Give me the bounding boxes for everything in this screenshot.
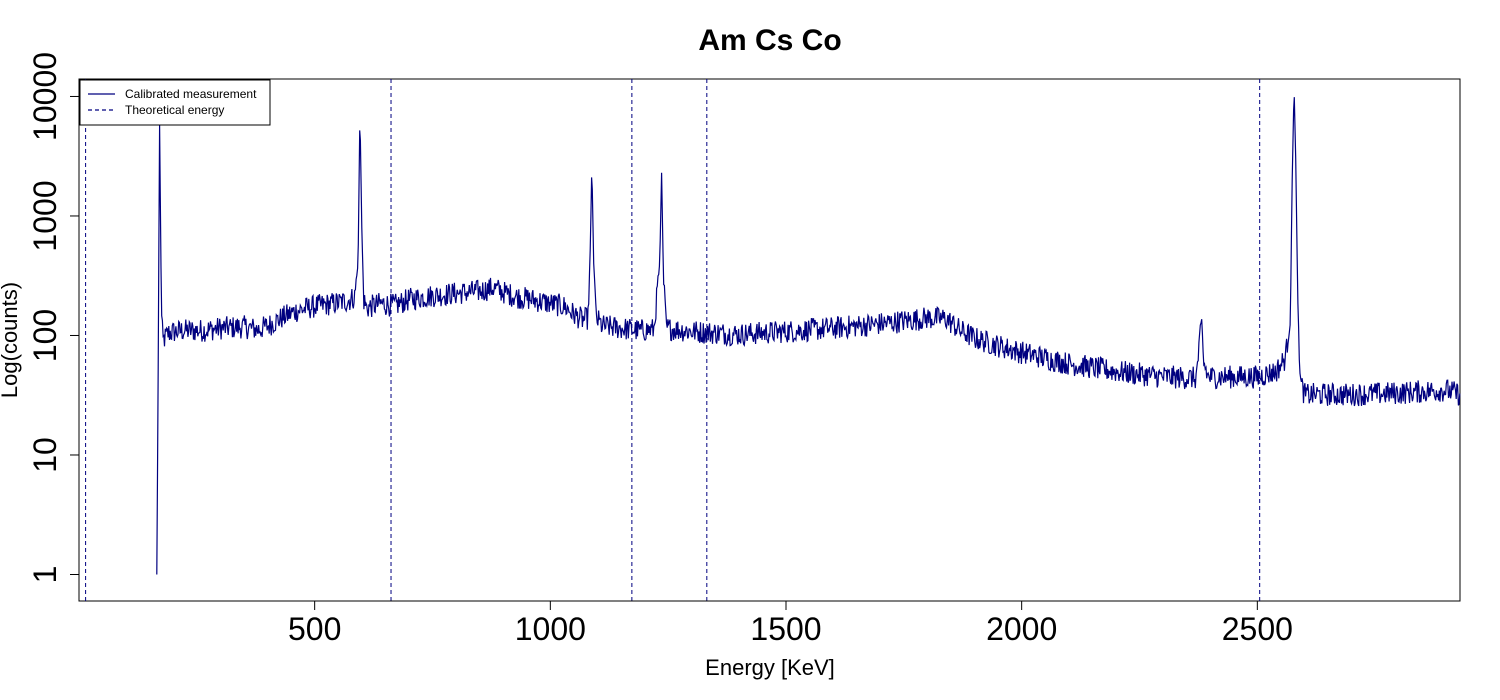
x-tick-label: 1000 [515,611,586,647]
y-tick-label: 10 [27,437,63,473]
y-tick-label: 1 [27,566,63,584]
legend-label-theoretical: Theoretical energy [125,103,224,117]
x-tick-label: 2500 [1222,611,1293,647]
theoretical-energy-lines [85,79,1261,601]
chart-title: Am Cs Co [698,24,841,57]
legend-box [79,79,271,126]
y-tick-label: 100 [27,309,63,362]
x-tick-label: 2000 [986,611,1057,647]
y-tick-label: 1000 [27,180,63,251]
calibrated-measurement-line [156,97,1461,575]
legend: Calibrated measurement Theoretical energ… [79,79,271,126]
x-axis: 500 1000 1500 2000 2500 [288,600,1293,647]
legend-label-measurement: Calibrated measurement [125,87,257,101]
x-tick-label: 500 [288,611,341,647]
plot-frame [78,78,1461,602]
x-axis-label: Energy [KeV] [705,655,835,680]
y-tick-label: 10000 [27,52,63,141]
y-axis: 1 10 100 1000 10000 [27,52,79,583]
y-axis-label: Log(counts) [0,282,22,398]
x-tick-label: 1500 [750,611,821,647]
